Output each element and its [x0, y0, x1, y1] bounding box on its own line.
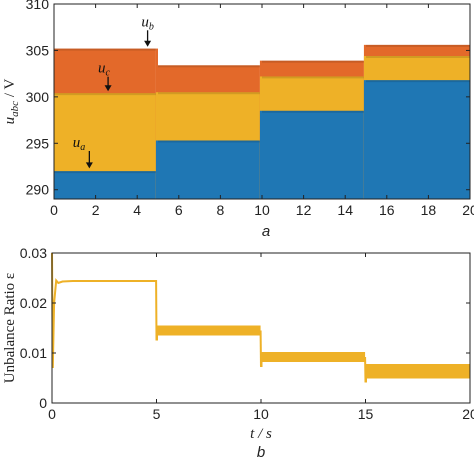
area-ua-segment-4: [366, 80, 470, 199]
a-y-tick-label-0: 290: [26, 182, 50, 198]
annotation-ub: ub: [141, 14, 154, 32]
a-x-tick-label-6: 12: [296, 202, 312, 218]
b-x-tick-label-3: 15: [358, 406, 374, 422]
chart-b-x-ticks: 0 5 10 15 20: [48, 253, 474, 422]
a-x-tick-label-3: 6: [175, 202, 183, 218]
chart-b-panel-label: b: [257, 444, 265, 461]
b-x-tick-label-2: 10: [253, 406, 269, 422]
area-ua-transition-2: [259, 110, 262, 199]
area-ub-ripple-2: [158, 65, 260, 68]
area-ua-ripple-1: [54, 171, 156, 174]
b-x-tick-label-1: 5: [153, 406, 161, 422]
area-ub-ripple-1: [54, 48, 156, 51]
annotation-arrowhead-ub: [144, 40, 152, 47]
chart-a-panel-label: a: [262, 223, 270, 240]
annotation-ub-sub: b: [149, 21, 154, 32]
chart-a-y-label-sub: abc: [9, 101, 21, 117]
area-ua-transition-1: [155, 140, 158, 199]
a-x-tick-label-4: 8: [217, 202, 225, 218]
chart-a-y-label-unit: / V: [2, 79, 18, 101]
a-x-tick-label-0: 0: [50, 202, 58, 218]
a-x-tick-label-2: 4: [133, 202, 141, 218]
area-uc-ripple-3: [262, 76, 364, 79]
a-x-tick-label-1: 2: [92, 202, 100, 218]
a-x-tick-label-9: 18: [421, 202, 437, 218]
area-ua-segment-2: [158, 140, 260, 199]
annotation-arrowhead-uc: [104, 85, 112, 92]
chart-b-x-label: t / s: [250, 426, 272, 442]
b-y-tick-label-3: 0.03: [20, 245, 47, 261]
chart-b-axes-box: [51, 252, 471, 404]
annotation-ua-main: u: [73, 135, 81, 151]
area-ua-transition-3: [363, 80, 366, 199]
area-ua-ripple-4: [366, 80, 470, 83]
annotation-arrowhead-ua: [85, 162, 93, 169]
b-x-tick-label-0: 0: [48, 406, 56, 422]
chart-b-marks: [51, 252, 470, 383]
area-ua-ripple-3: [262, 110, 364, 113]
area-uc-ripple-2: [158, 92, 260, 95]
b-y-tick-label-2: 0.02: [20, 295, 47, 311]
a-y-tick-label-1: 295: [26, 135, 50, 151]
chart-a-x-ticks: 0 2 4 6 8 10 12 14 16 18 20: [50, 4, 474, 218]
a-y-tick-label-4: 310: [26, 0, 50, 12]
chart-a-y-label: uabc / V: [2, 79, 21, 125]
annotation-ub-main: u: [141, 14, 149, 30]
area-ub-ripple-4: [366, 44, 470, 47]
area-ua-segment-3: [262, 110, 364, 199]
chart-a-y-label-main: u: [2, 117, 18, 125]
area-uc-ripple-1: [54, 93, 156, 96]
ratio-band-3: [365, 364, 470, 379]
chart-b-y-label: Unbalance Ratio ε: [2, 273, 18, 383]
a-x-tick-label-8: 16: [379, 202, 395, 218]
b-y-tick-label-0: 0: [39, 395, 47, 411]
ratio-band-1: [156, 325, 261, 336]
ratio-line-startup: [51, 252, 158, 369]
a-y-tick-label-3: 305: [26, 42, 50, 58]
area-uc-ripple-4: [366, 56, 470, 58]
a-x-tick-label-10: 20: [462, 202, 474, 218]
b-y-tick-label-1: 0.01: [20, 345, 47, 361]
area-ua-ripple-2: [158, 140, 260, 143]
area-ub-ripple-3: [262, 60, 364, 63]
annotation-ua-sub: a: [80, 142, 85, 153]
a-x-tick-label-7: 14: [337, 202, 353, 218]
annotation-uc-main: u: [98, 61, 106, 77]
annotation-uc-sub: c: [105, 68, 110, 79]
ratio-band-2: [261, 352, 366, 362]
a-x-tick-label-5: 10: [254, 202, 270, 218]
annotation-uc: uc: [98, 61, 111, 79]
a-y-tick-label-2: 300: [26, 89, 50, 105]
chart-a-marks: [54, 44, 470, 200]
chart-b: 0 5 10 15 20 0 0.01 0.02 0.03 Unbalance Ratio ε…: [2, 245, 474, 461]
area-ua-segment-1: [54, 171, 156, 199]
chart-a-y-ticks: 290 295 300 305 310: [26, 0, 470, 198]
chart-b-y-ticks: 0 0.01 0.02 0.03: [20, 245, 470, 411]
b-x-tick-label-4: 20: [462, 406, 474, 422]
annotation-ua: ua: [73, 135, 86, 153]
